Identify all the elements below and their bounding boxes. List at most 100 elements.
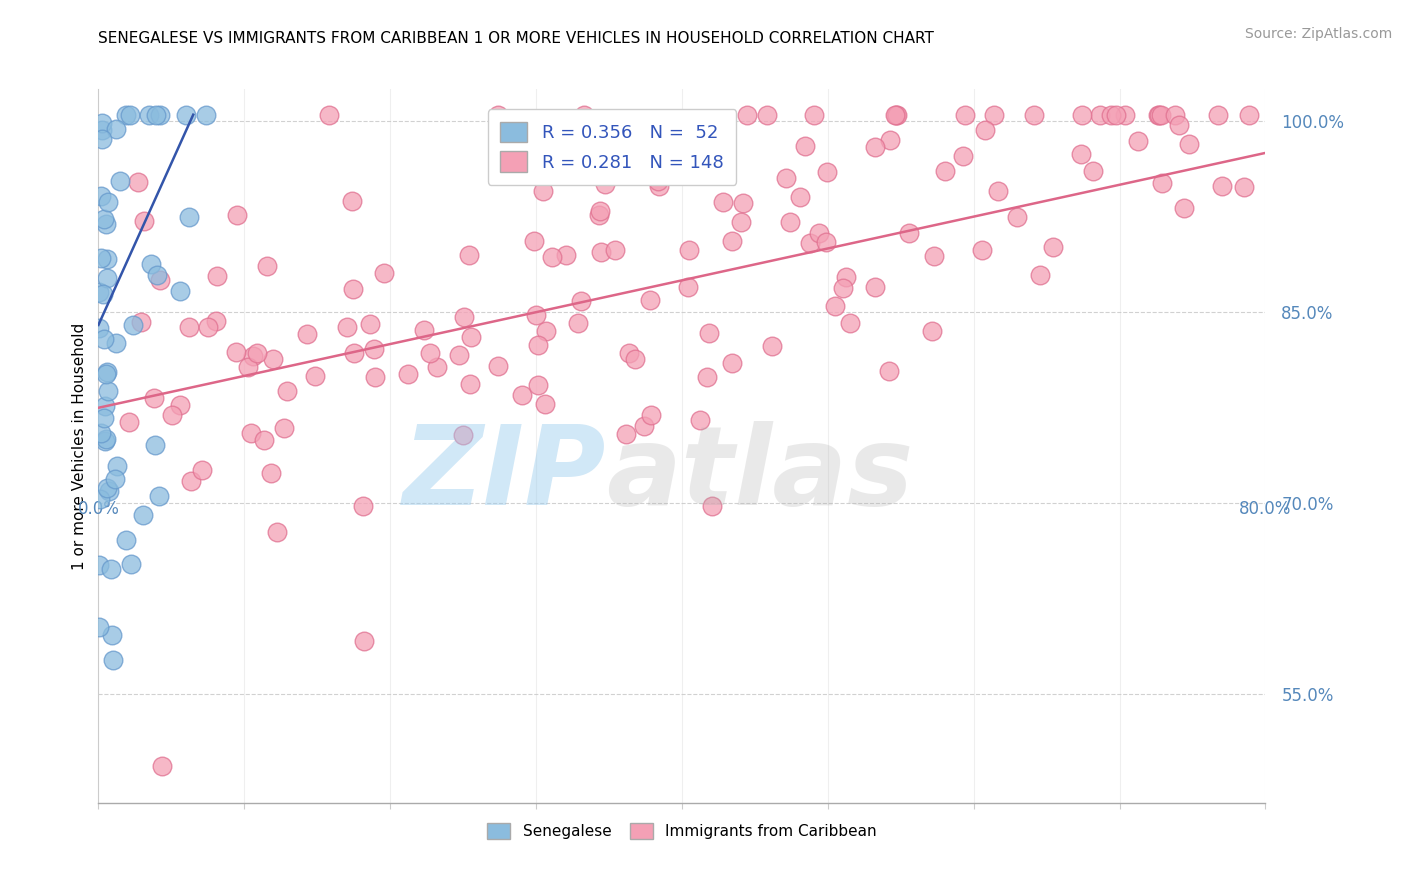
Point xyxy=(90,426,112,441)
Point xyxy=(789,190,811,204)
Point xyxy=(1024,108,1046,122)
Point xyxy=(588,209,610,223)
Point xyxy=(533,396,555,410)
Point xyxy=(149,108,172,122)
Point xyxy=(449,348,471,362)
Point xyxy=(1147,108,1170,122)
Point xyxy=(775,171,797,186)
Point xyxy=(260,466,283,480)
Point xyxy=(1128,135,1150,149)
Point xyxy=(647,174,669,188)
Point xyxy=(794,138,817,153)
Point xyxy=(648,179,671,194)
Point xyxy=(973,123,995,137)
Text: SENEGALESE VS IMMIGRANTS FROM CARIBBEAN 1 OR MORE VEHICLES IN HOUSEHOLD CORRELAT: SENEGALESE VS IMMIGRANTS FROM CARIBBEAN … xyxy=(98,31,935,46)
Text: Source: ZipAtlas.com: Source: ZipAtlas.com xyxy=(1244,27,1392,41)
Point xyxy=(149,273,172,287)
Point xyxy=(197,319,219,334)
Point xyxy=(531,184,554,198)
Point xyxy=(731,195,754,210)
Point xyxy=(97,384,120,398)
Point xyxy=(89,285,111,299)
Point xyxy=(396,368,419,382)
Point xyxy=(453,310,475,324)
Point xyxy=(678,243,700,257)
Point xyxy=(460,329,482,343)
Point xyxy=(115,533,138,547)
Point xyxy=(266,524,288,539)
Point xyxy=(419,345,441,359)
Point xyxy=(94,432,117,446)
Point xyxy=(225,344,247,359)
Point xyxy=(877,364,900,378)
Point xyxy=(91,286,114,301)
Point xyxy=(93,410,115,425)
Point xyxy=(831,281,853,295)
Point xyxy=(107,458,129,473)
Point xyxy=(1150,108,1173,122)
Point xyxy=(115,108,138,122)
Point xyxy=(89,558,111,573)
Point xyxy=(524,308,547,322)
Point xyxy=(91,116,114,130)
Point xyxy=(177,320,200,334)
Point xyxy=(983,108,1005,122)
Point xyxy=(89,491,111,506)
Point xyxy=(761,339,783,353)
Point xyxy=(145,268,167,282)
Point xyxy=(865,280,887,294)
Point xyxy=(567,317,589,331)
Point xyxy=(100,628,122,642)
Point xyxy=(689,412,711,426)
Text: 80.0%: 80.0% xyxy=(1239,500,1292,517)
Point xyxy=(91,123,114,137)
Point xyxy=(1083,164,1105,178)
Point xyxy=(204,314,226,328)
Point xyxy=(1178,136,1201,151)
Point xyxy=(799,235,821,250)
Point xyxy=(413,323,436,337)
Point xyxy=(1114,108,1136,122)
Point xyxy=(276,384,298,398)
Point xyxy=(353,500,375,514)
Point xyxy=(96,217,118,231)
Point xyxy=(89,620,111,634)
Point xyxy=(711,194,734,209)
Point xyxy=(720,234,742,248)
Point xyxy=(96,364,118,378)
Point xyxy=(1237,108,1260,122)
Point xyxy=(589,203,612,218)
Point xyxy=(373,266,395,280)
Point xyxy=(640,408,662,422)
Point xyxy=(865,139,887,153)
Point xyxy=(624,351,647,366)
Point xyxy=(318,108,340,122)
Point xyxy=(127,176,149,190)
Point xyxy=(118,415,141,429)
Point xyxy=(883,108,905,122)
Point xyxy=(94,434,117,448)
Point xyxy=(256,259,278,273)
Point xyxy=(526,338,548,352)
Point xyxy=(595,177,617,191)
Point xyxy=(970,243,993,257)
Point xyxy=(879,133,901,147)
Point xyxy=(242,349,264,363)
Point xyxy=(205,268,228,283)
Point xyxy=(177,211,200,225)
Point xyxy=(526,128,548,142)
Point xyxy=(1088,108,1111,122)
Point xyxy=(295,326,318,341)
Point xyxy=(555,248,578,262)
Point xyxy=(730,215,752,229)
Point xyxy=(638,293,661,308)
Point xyxy=(835,270,858,285)
Text: atlas: atlas xyxy=(606,421,914,528)
Point xyxy=(342,194,364,208)
Point xyxy=(169,398,191,412)
Y-axis label: 1 or more Vehicles in Household: 1 or more Vehicles in Household xyxy=(72,322,87,570)
Point xyxy=(603,243,626,257)
Point xyxy=(96,481,118,495)
Text: ZIP: ZIP xyxy=(402,421,606,528)
Point xyxy=(100,562,122,576)
